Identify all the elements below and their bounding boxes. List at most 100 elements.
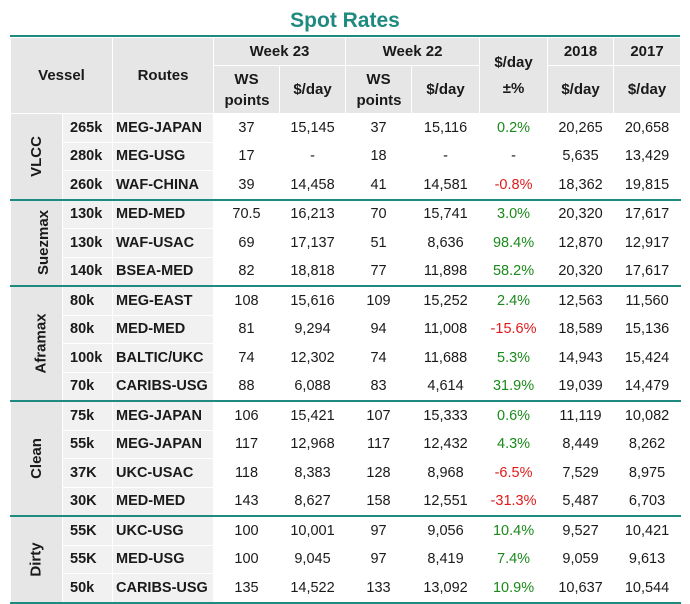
table-row: Suezmax 130k MED-MED 70.5 16,213 70 15,741 3.0%… bbox=[10, 199, 682, 287]
cell-per-day-week22: 9,056 bbox=[411, 515, 481, 546]
cell-per-day-week23: 8,383 bbox=[278, 458, 347, 488]
cell-size: 80k bbox=[62, 285, 113, 316]
cell-2017: 8,262 bbox=[613, 429, 682, 459]
cell-2018: 12,870 bbox=[547, 228, 615, 258]
cell-per-day-week23: 12,968 bbox=[278, 429, 347, 459]
table-row: 55K MED-USG 100 9,045 97 8,419 7.4% 9,059 9,613 bbox=[11, 544, 682, 574]
cell-change: 58.2% bbox=[479, 256, 549, 287]
cell-size: 280k bbox=[62, 141, 113, 171]
table-row: 55k MEG-JAPAN 117 12,968 117 12,432 4.3% 8,449 8… bbox=[11, 429, 682, 459]
table-row: 140k BSEA-MED 82 18,818 77 11,898 58.2% 20,320 1… bbox=[11, 256, 682, 287]
cell-2017: 6,703 bbox=[613, 486, 682, 517]
header-routes: Routes bbox=[112, 37, 214, 114]
cell-per-day-week22: 15,116 bbox=[411, 113, 481, 143]
cell-change: 10.9% bbox=[479, 573, 549, 604]
cell-per-day-week23: 17,137 bbox=[278, 228, 347, 258]
cell-route: MED-MED bbox=[112, 486, 214, 517]
cell-change: -6.5% bbox=[479, 458, 549, 488]
cell-size: 70k bbox=[62, 371, 113, 402]
table-row: 260k WAF-CHINA 39 14,458 41 14,581 -0.8% 18,362… bbox=[11, 170, 682, 201]
header-week22: Week 22 bbox=[345, 37, 481, 66]
cell-change: -0.8% bbox=[479, 170, 549, 201]
cell-route: BALTIC/UKC bbox=[112, 343, 214, 373]
cell-ws-week23: 100 bbox=[213, 515, 280, 546]
header-ws-points-22: WS points bbox=[345, 65, 413, 114]
table-row: Dirty 55K UKC-USG 100 10,001 97 9,056 10.4% 9,52… bbox=[10, 515, 682, 604]
cell-2017: 17,617 bbox=[613, 199, 682, 229]
cell-ws-week23: 70.5 bbox=[213, 199, 280, 229]
cell-per-day-week23: 6,088 bbox=[278, 371, 347, 402]
cell-ws-week22: 41 bbox=[345, 170, 413, 201]
cell-size: 37K bbox=[62, 458, 113, 488]
cell-change: 7.4% bbox=[479, 544, 549, 574]
cell-per-day-week22: 11,898 bbox=[411, 256, 481, 287]
vessel-group-label: Dirty bbox=[10, 515, 63, 604]
cell-route: CARIBS-USG bbox=[112, 371, 214, 402]
cell-2018: 5,487 bbox=[547, 486, 615, 517]
cell-change: - bbox=[479, 141, 549, 171]
cell-size: 260k bbox=[62, 170, 113, 201]
cell-size: 75k bbox=[62, 400, 113, 431]
cell-2018: 9,527 bbox=[547, 515, 615, 546]
cell-2017: 12,917 bbox=[613, 228, 682, 258]
cell-2017: 9,613 bbox=[613, 544, 682, 574]
spot-rates-table: Vessel Routes Week 23 Week 22 $/day ±% 2… bbox=[10, 37, 682, 604]
cell-change: 0.2% bbox=[479, 113, 549, 143]
cell-route: WAF-CHINA bbox=[112, 170, 214, 201]
cell-route: UKC-USAC bbox=[112, 458, 214, 488]
table-row: 130k WAF-USAC 69 17,137 51 8,636 98.4% 12,870 12… bbox=[11, 228, 682, 258]
title-rule bbox=[10, 35, 680, 37]
cell-2017: 8,975 bbox=[613, 458, 682, 488]
cell-route: MEG-JAPAN bbox=[112, 429, 214, 459]
cell-change: 31.9% bbox=[479, 371, 549, 402]
cell-ws-week22: 37 bbox=[345, 113, 413, 143]
cell-2018: 8,449 bbox=[547, 429, 615, 459]
cell-ws-week23: 82 bbox=[213, 256, 280, 287]
header-week23: Week 23 bbox=[212, 37, 347, 66]
cell-2018: 9,059 bbox=[547, 544, 615, 574]
table-row: 37K UKC-USAC 118 8,383 128 8,968 -6.5% 7,529 8,9… bbox=[11, 458, 682, 488]
vessel-group-label: VLCC bbox=[10, 113, 63, 201]
table-row: Aframax 80k MEG-EAST 108 15,616 109 15,252 2.4%… bbox=[10, 285, 682, 402]
cell-ws-week22: 83 bbox=[345, 371, 413, 402]
cell-ws-week22: 74 bbox=[345, 343, 413, 373]
table-row: 280k MEG-USG 17-18- -5,635 13,429 bbox=[11, 141, 682, 171]
cell-ws-week23: 69 bbox=[213, 228, 280, 258]
cell-2018: 12,563 bbox=[547, 285, 615, 316]
cell-size: 130k bbox=[62, 199, 113, 229]
cell-per-day-week22: 8,968 bbox=[411, 458, 481, 488]
cell-ws-week22: 77 bbox=[345, 256, 413, 287]
cell-per-day-week23: 14,522 bbox=[278, 573, 347, 604]
cell-per-day-week23: 15,145 bbox=[278, 113, 347, 143]
cell-per-day-week23: 12,302 bbox=[278, 343, 347, 373]
cell-ws-week23: 106 bbox=[213, 400, 280, 431]
header-2018: 2018 bbox=[547, 37, 615, 66]
cell-change: 0.6% bbox=[479, 400, 549, 431]
cell-size: 30K bbox=[62, 486, 113, 517]
cell-2017: 15,424 bbox=[613, 343, 682, 373]
cell-ws-week23: 100 bbox=[213, 544, 280, 574]
page-title: Spot Rates bbox=[290, 9, 400, 32]
header-per-day-2018: $/day bbox=[547, 65, 615, 114]
vessel-group-text: Aframax bbox=[32, 313, 50, 374]
cell-2017: 14,479 bbox=[613, 371, 682, 402]
cell-change: 98.4% bbox=[479, 228, 549, 258]
cell-change: 3.0% bbox=[479, 199, 549, 229]
cell-change: 2.4% bbox=[479, 285, 549, 316]
cell-ws-week23: 88 bbox=[213, 371, 280, 402]
cell-change: 10.4% bbox=[479, 515, 549, 546]
cell-2018: 14,943 bbox=[547, 343, 615, 373]
cell-ws-week22: 18 bbox=[345, 141, 413, 171]
cell-2018: 20,265 bbox=[547, 113, 615, 143]
cell-ws-week23: 81 bbox=[213, 314, 280, 344]
vessel-group-label: Suezmax bbox=[10, 199, 63, 287]
cell-2018: 5,635 bbox=[547, 141, 615, 171]
cell-2017: 10,082 bbox=[613, 400, 682, 431]
cell-2018: 18,362 bbox=[547, 170, 615, 201]
vessel-group-text: Suezmax bbox=[35, 210, 53, 276]
cell-ws-week22: 117 bbox=[345, 429, 413, 459]
cell-change: -15.6% bbox=[479, 314, 549, 344]
cell-per-day-week22: 12,432 bbox=[411, 429, 481, 459]
cell-2018: 11,119 bbox=[547, 400, 615, 431]
table-row: 70k CARIBS-USG 88 6,088 83 4,614 31.9% 19,039 14… bbox=[11, 371, 682, 402]
